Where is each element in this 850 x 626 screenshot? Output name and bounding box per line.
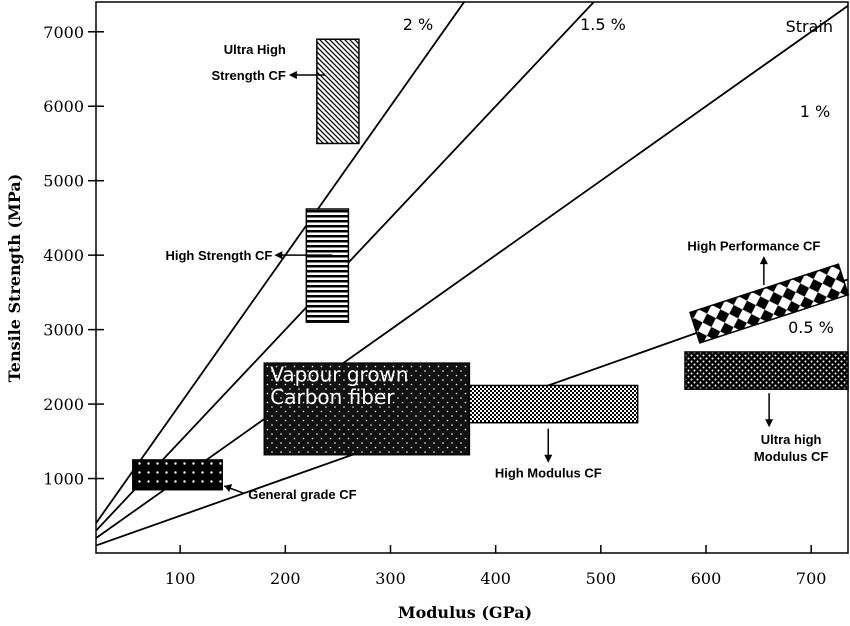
plot-frame <box>95 1 849 554</box>
label-ultra-high-modulus-line2: Modulus CF <box>754 449 828 464</box>
label-ultra-high-strength-line2: Strength CF <box>211 68 285 83</box>
y-tick-label: 5000 <box>43 172 84 191</box>
label-general-grade: General grade CF <box>248 487 356 502</box>
arrowhead-ultra-high-modulus <box>765 419 774 428</box>
strain-label: 1.5 % <box>580 15 626 34</box>
x-tick-label: 300 <box>375 569 406 588</box>
strain-line-1-5 <box>96 2 596 532</box>
label-vapour-grown-line2: Carbon fiber <box>270 385 395 409</box>
legend-title: Strain <box>786 17 833 36</box>
arrowhead-high-strength <box>274 251 283 260</box>
strain-line-1 <box>96 4 848 539</box>
label-high-performance: High Performance CF <box>687 239 820 254</box>
arrowhead-ultra-high-strength <box>288 70 297 79</box>
y-tick-label: 2000 <box>43 395 84 414</box>
arrowhead-high-performance <box>759 256 768 265</box>
x-tick-label: 200 <box>270 569 301 588</box>
x-tick-label: 500 <box>586 569 617 588</box>
y-tick-label: 3000 <box>43 321 84 340</box>
y-tick-label: 7000 <box>43 23 84 42</box>
y-axis-title: Tensile Strength (MPa) <box>5 174 24 383</box>
strain-line-2 <box>96 2 466 524</box>
arrowhead-high-modulus <box>544 454 553 463</box>
label-high-modulus: High Modulus CF <box>495 466 602 481</box>
x-tick-label: 600 <box>691 569 722 588</box>
region-high-strength-cf <box>305 208 350 323</box>
x-tick-label: 400 <box>480 569 511 588</box>
label-high-strength: High Strength CF <box>165 248 272 263</box>
region-vapour-grown-carbon-fiber <box>263 362 471 456</box>
region-general-grade-cf <box>132 459 223 491</box>
region-high-modulus-cf <box>468 384 639 424</box>
y-tick-label: 1000 <box>43 470 84 489</box>
label-ultra-high-strength-line1: Ultra High <box>224 42 286 57</box>
y-tick-label: 6000 <box>43 97 84 116</box>
label-vapour-grown-line1: Vapour grown <box>270 363 408 387</box>
y-tick-label: 4000 <box>43 246 84 265</box>
strain-label: 1 % <box>800 102 830 121</box>
x-axis-title: Modulus (GPa) <box>398 603 532 622</box>
x-tick-label: 100 <box>165 569 196 588</box>
strain-labels-group: 2 % 1.5 % 1 % 0.5 % <box>403 15 834 337</box>
label-ultra-high-modulus-line1: Ultra high <box>761 432 822 447</box>
axes-group: 100 200 300 400 500 600 700 1000 2000 3000 4000 500… <box>43 23 826 588</box>
arrowhead-general-grade <box>224 483 233 492</box>
strain-label: 0.5 % <box>788 318 834 337</box>
region-ultra-high-modulus-cf <box>684 351 849 390</box>
strain-label: 2 % <box>403 15 433 34</box>
region-high-performance-cf <box>689 263 850 344</box>
x-tick-label: 700 <box>796 569 827 588</box>
region-ultra-high-strength-cf <box>316 38 360 145</box>
regions-group <box>132 38 850 491</box>
